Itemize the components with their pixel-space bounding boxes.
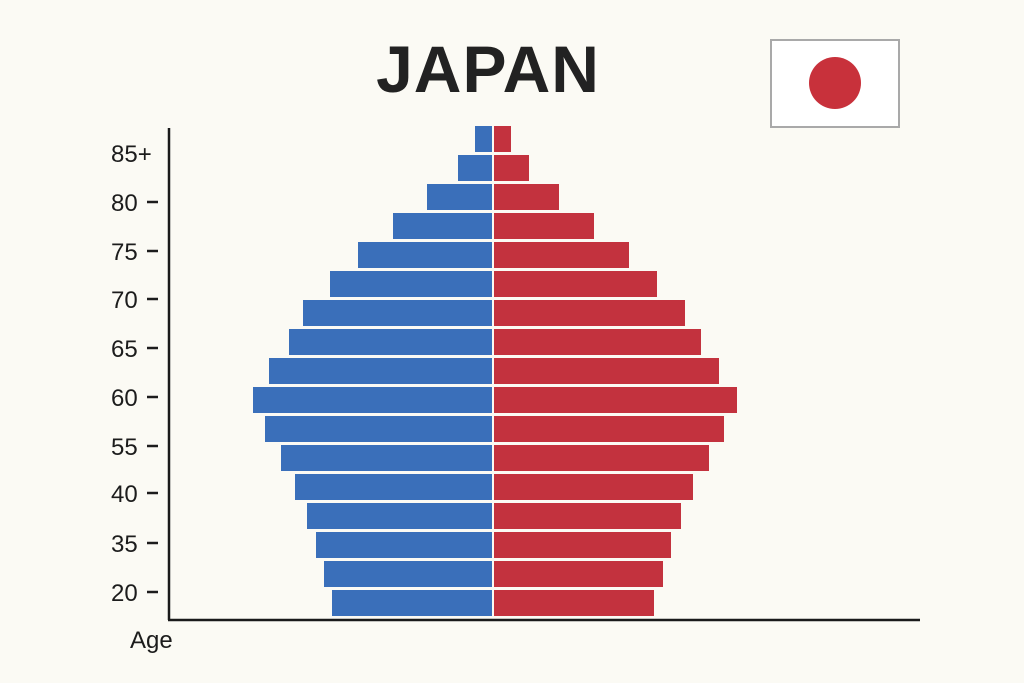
left-bar-1 (324, 561, 492, 587)
right-bar-16 (494, 126, 511, 152)
right-bar-14 (494, 184, 559, 210)
left-bar-3 (307, 503, 492, 529)
right-bar-11 (494, 271, 657, 297)
left-bar-6 (265, 416, 492, 442)
y-tick-label-2: 75 (111, 239, 138, 266)
left-bar-12 (358, 242, 492, 268)
left-bar-2 (316, 532, 492, 558)
right-bar-4 (494, 474, 693, 500)
left-bar-16 (475, 126, 492, 152)
japan-flag (770, 39, 900, 128)
left-bar-15 (458, 155, 492, 181)
right-bar-15 (494, 155, 529, 181)
left-bar-11 (330, 271, 492, 297)
right-bar-2 (494, 532, 671, 558)
left-bar-4 (295, 474, 492, 500)
left-bar-9 (289, 329, 492, 355)
left-bar-5 (281, 445, 492, 471)
y-tick-label-4: 65 (111, 336, 138, 363)
right-bar-7 (494, 387, 737, 413)
right-bar-0 (494, 590, 654, 616)
y-axis-label: Age (130, 627, 173, 654)
y-tick-label-6: 55 (111, 434, 138, 461)
chart-title: JAPAN (376, 32, 600, 106)
y-tick-label-3: 70 (111, 287, 138, 314)
right-bar-6 (494, 416, 724, 442)
left-bar-13 (393, 213, 492, 239)
right-bar-10 (494, 300, 685, 326)
right-bar-5 (494, 445, 709, 471)
right-bar-8 (494, 358, 719, 384)
y-tick-label-9: 20 (111, 580, 138, 607)
y-tick-label-8: 35 (111, 531, 138, 558)
bars-group (253, 126, 737, 616)
flag-red-disc (809, 57, 861, 109)
y-ticks-group: 85+ 80 75 70 65 60 55 40 35 20 (111, 141, 158, 607)
left-bar-0 (332, 590, 492, 616)
y-tick-label-7: 40 (111, 481, 138, 508)
right-bar-12 (494, 242, 629, 268)
y-tick-label-5: 60 (111, 385, 138, 412)
right-bar-1 (494, 561, 663, 587)
left-bar-8 (269, 358, 492, 384)
right-bar-3 (494, 503, 681, 529)
left-bar-10 (303, 300, 492, 326)
left-bar-14 (427, 184, 492, 210)
y-tick-label-0: 85+ (111, 141, 152, 168)
left-bar-7 (253, 387, 492, 413)
right-bar-9 (494, 329, 701, 355)
right-bar-13 (494, 213, 594, 239)
y-tick-label-1: 80 (111, 190, 138, 217)
